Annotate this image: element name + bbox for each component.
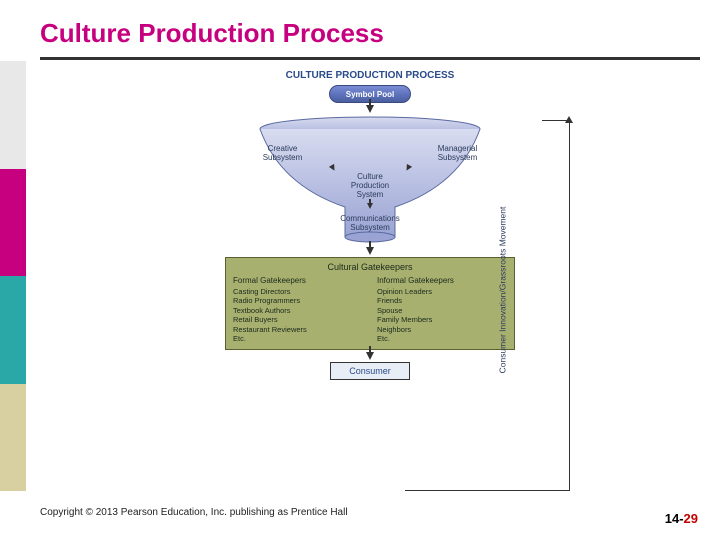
connector-line xyxy=(542,120,570,121)
side-feedback-path: Consumer Innovation/Grassroots Movement xyxy=(568,110,588,470)
arrow-icon xyxy=(367,203,373,209)
slide-num: 29 xyxy=(684,511,698,526)
informal-head: Informal Gatekeepers xyxy=(377,276,507,285)
culture-production-diagram: CULTURE PRODUCTION PROCESS Symbol Pool C… xyxy=(160,70,580,500)
page-title: Culture Production Process xyxy=(40,18,720,49)
diagram-heading: CULTURE PRODUCTION PROCESS xyxy=(160,70,580,81)
sidebar-block xyxy=(0,384,26,492)
formal-list: Casting DirectorsRadio ProgrammersTextbo… xyxy=(233,287,363,343)
sidebar-block xyxy=(0,276,26,384)
connector-line xyxy=(405,490,570,491)
connector-line xyxy=(569,120,570,490)
arrow-icon xyxy=(366,352,374,360)
creative-subsystem-label: CreativeSubsystem xyxy=(255,145,310,163)
informal-gatekeepers-col: Informal Gatekeepers Opinion LeadersFrie… xyxy=(377,276,507,343)
consumer-node: Consumer xyxy=(330,362,410,380)
gatekeepers-title: Cultural Gatekeepers xyxy=(232,262,508,272)
formal-head: Formal Gatekeepers xyxy=(233,276,363,285)
page-number: 14-29 xyxy=(665,511,698,526)
title-rule xyxy=(40,57,700,60)
sidebar-block xyxy=(0,169,26,277)
informal-list: Opinion LeadersFriendsSpouseFamily Membe… xyxy=(377,287,507,343)
sidebar-block xyxy=(0,61,26,169)
arrow-icon xyxy=(366,105,374,113)
color-sidebar xyxy=(0,61,26,491)
arrow-icon xyxy=(366,247,374,255)
cultural-gatekeepers-box: Cultural Gatekeepers Formal Gatekeepers … xyxy=(225,257,515,350)
formal-gatekeepers-col: Formal Gatekeepers Casting DirectorsRadi… xyxy=(233,276,363,343)
culture-production-system-label: CultureProductionSystem xyxy=(340,173,400,199)
funnel: CreativeSubsystem ManagerialSubsystem Cu… xyxy=(160,115,580,245)
chapter-num: 14 xyxy=(665,511,679,526)
communications-subsystem-label: CommunicationsSubsystem xyxy=(334,215,406,233)
copyright-text: Copyright © 2013 Pearson Education, Inc.… xyxy=(40,507,348,518)
side-label-text: Consumer Innovation/Grassroots Movement xyxy=(498,207,508,374)
managerial-subsystem-label: ManagerialSubsystem xyxy=(430,145,485,163)
